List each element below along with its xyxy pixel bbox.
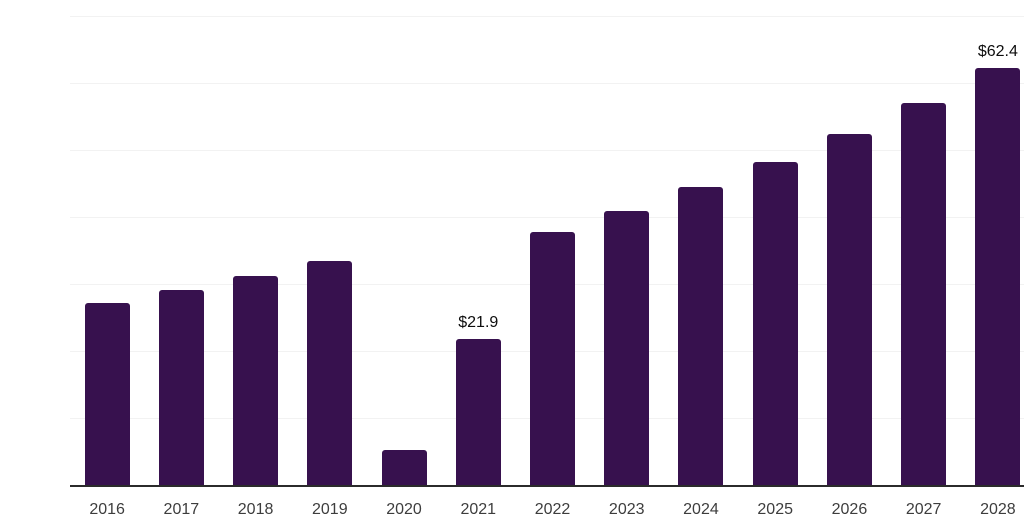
bar-value-label-2028: $62.4 <box>977 42 1018 60</box>
gridline-40 <box>70 217 1024 218</box>
gridline-70 <box>70 16 1024 17</box>
bar-value-label-2021: $21.9 <box>458 314 499 332</box>
x-tick-label-2027: 2027 <box>905 501 942 518</box>
bar-2027[interactable] <box>901 102 947 486</box>
bar-2017[interactable] <box>158 289 204 486</box>
bar-2026[interactable] <box>826 133 872 486</box>
bar-2023[interactable] <box>604 210 650 486</box>
x-tick-label-2022: 2022 <box>534 501 571 518</box>
x-tick-label-2026: 2026 <box>831 501 868 518</box>
x-tick-label-2017: 2017 <box>163 501 200 518</box>
gridline-60 <box>70 83 1024 84</box>
bar-2025[interactable] <box>752 162 798 486</box>
x-axis-line <box>70 485 1024 487</box>
plot-area: $21.9 $62.4 <box>70 16 1024 486</box>
x-tick-label-2019: 2019 <box>312 501 348 518</box>
gridline-50 <box>70 150 1024 151</box>
bar-2018[interactable] <box>233 276 279 486</box>
bar-2016[interactable] <box>84 303 130 486</box>
bar-2024[interactable] <box>678 187 724 486</box>
x-tick-label-2023: 2023 <box>608 501 645 518</box>
x-tick-label-2021: 2021 <box>460 501 497 518</box>
x-tick-label-2020: 2020 <box>386 501 422 518</box>
x-tick-label-2028: 2028 <box>980 501 1016 518</box>
bar-2028[interactable] <box>975 67 1021 486</box>
x-tick-label-2024: 2024 <box>683 501 719 518</box>
x-tick-label-2025: 2025 <box>757 501 793 518</box>
x-tick-label-2016: 2016 <box>89 501 125 518</box>
bar-2019[interactable] <box>307 260 353 486</box>
bar-chart: $21.9 $62.4 2016 2017 2018 2019 2020 2021 2022 2… <box>40 16 1024 528</box>
x-tick-label-2018: 2018 <box>237 501 274 518</box>
bar-2021[interactable] <box>455 339 501 486</box>
bar-2020[interactable] <box>381 449 427 486</box>
bar-2022[interactable] <box>530 232 575 486</box>
